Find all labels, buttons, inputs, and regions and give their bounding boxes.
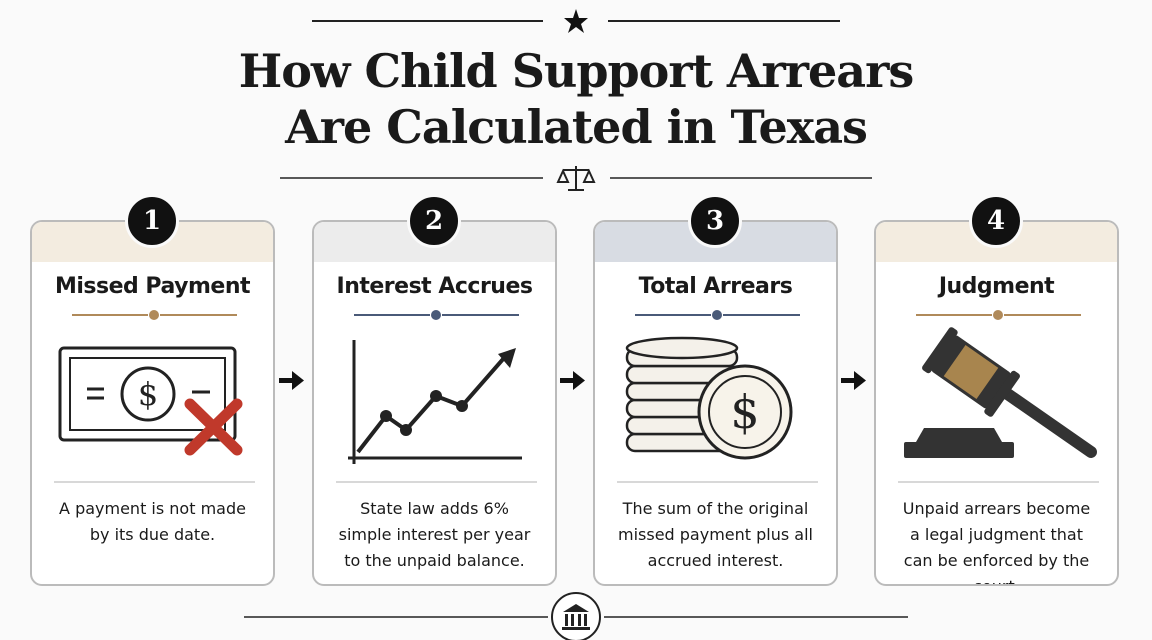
step-card: $ Missed Payment A payment is not made by … [30,220,275,586]
step-description: A payment is not made by its due date. [59,499,246,544]
step-number: 1 [125,194,179,248]
step-icon [898,310,1099,483]
step-number: 2 [407,194,461,248]
step-card: Interest Accrues State law adds 6% simple… [312,220,557,586]
step-description: The sum of the original missed payment p… [617,499,813,570]
step-icon: $ [617,310,818,483]
title-line: Are Calculated in Texas [285,100,868,154]
step-title: Total Arrears [638,274,793,299]
step-title: Missed Payment [54,274,251,299]
svg-text:$: $ [138,375,158,413]
step-icon [336,310,537,483]
title-line: How Child Support Arrears [238,44,914,98]
step-card: Judgment Unpaid arrears become a legal ju… [874,220,1119,586]
step-description: Unpaid arrears become a legal judgment t… [902,499,1091,584]
step-title: Interest Accrues [336,274,533,299]
step-description: State law adds 6% simple interest per ye… [338,499,531,570]
step-icon: $ [54,310,255,483]
step-title: Judgment [938,274,1055,299]
step-number: 4 [969,194,1023,248]
step-card: $ Total Arrears The sum of the original mi… [593,220,838,586]
step-number: 3 [688,194,742,248]
svg-text:$: $ [730,385,759,439]
